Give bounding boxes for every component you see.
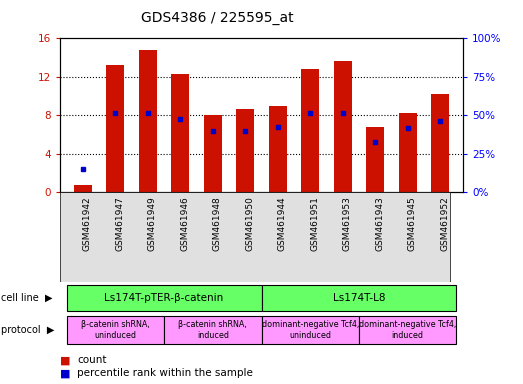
Text: GSM461950: GSM461950 (245, 197, 254, 252)
Bar (204, 115, 222, 192)
Text: cell line  ▶: cell line ▶ (1, 293, 52, 303)
FancyBboxPatch shape (66, 316, 164, 344)
Bar (236, 109, 254, 192)
Text: β-catenin shRNA,
uninduced: β-catenin shRNA, uninduced (81, 320, 150, 339)
Bar (334, 61, 351, 192)
Bar (301, 69, 319, 192)
Text: dominant-negative Tcf4,
induced: dominant-negative Tcf4, induced (359, 320, 456, 339)
FancyBboxPatch shape (60, 192, 450, 282)
Text: GSM461946: GSM461946 (180, 197, 189, 251)
Text: GSM461949: GSM461949 (148, 197, 157, 251)
Bar (74, 185, 92, 192)
Bar (172, 74, 189, 192)
Bar (431, 94, 449, 192)
Text: GSM461947: GSM461947 (116, 197, 124, 251)
Text: Ls174T-pTER-β-catenin: Ls174T-pTER-β-catenin (105, 293, 224, 303)
Text: dominant-negative Tcf4,
uninduced: dominant-negative Tcf4, uninduced (262, 320, 359, 339)
Bar (106, 65, 124, 192)
Text: GDS4386 / 225595_at: GDS4386 / 225595_at (141, 11, 294, 25)
FancyBboxPatch shape (66, 285, 262, 311)
Text: ■: ■ (60, 368, 71, 378)
FancyBboxPatch shape (262, 285, 457, 311)
Text: percentile rank within the sample: percentile rank within the sample (77, 368, 253, 378)
FancyBboxPatch shape (262, 316, 359, 344)
Text: β-catenin shRNA,
induced: β-catenin shRNA, induced (178, 320, 247, 339)
Text: Ls174T-L8: Ls174T-L8 (333, 293, 385, 303)
Text: GSM461944: GSM461944 (278, 197, 287, 251)
Text: GSM461942: GSM461942 (83, 197, 92, 251)
Text: protocol  ▶: protocol ▶ (1, 325, 54, 335)
Text: GSM461952: GSM461952 (440, 197, 449, 251)
Text: GSM461945: GSM461945 (407, 197, 417, 251)
FancyBboxPatch shape (164, 316, 262, 344)
Text: GSM461948: GSM461948 (213, 197, 222, 251)
Bar (399, 113, 417, 192)
Bar (269, 106, 287, 192)
Bar (139, 50, 157, 192)
Text: GSM461943: GSM461943 (375, 197, 384, 251)
FancyBboxPatch shape (359, 316, 457, 344)
Bar (366, 127, 384, 192)
Text: ■: ■ (60, 355, 71, 365)
Text: GSM461953: GSM461953 (343, 197, 351, 252)
Text: count: count (77, 355, 107, 365)
Text: GSM461951: GSM461951 (310, 197, 319, 252)
